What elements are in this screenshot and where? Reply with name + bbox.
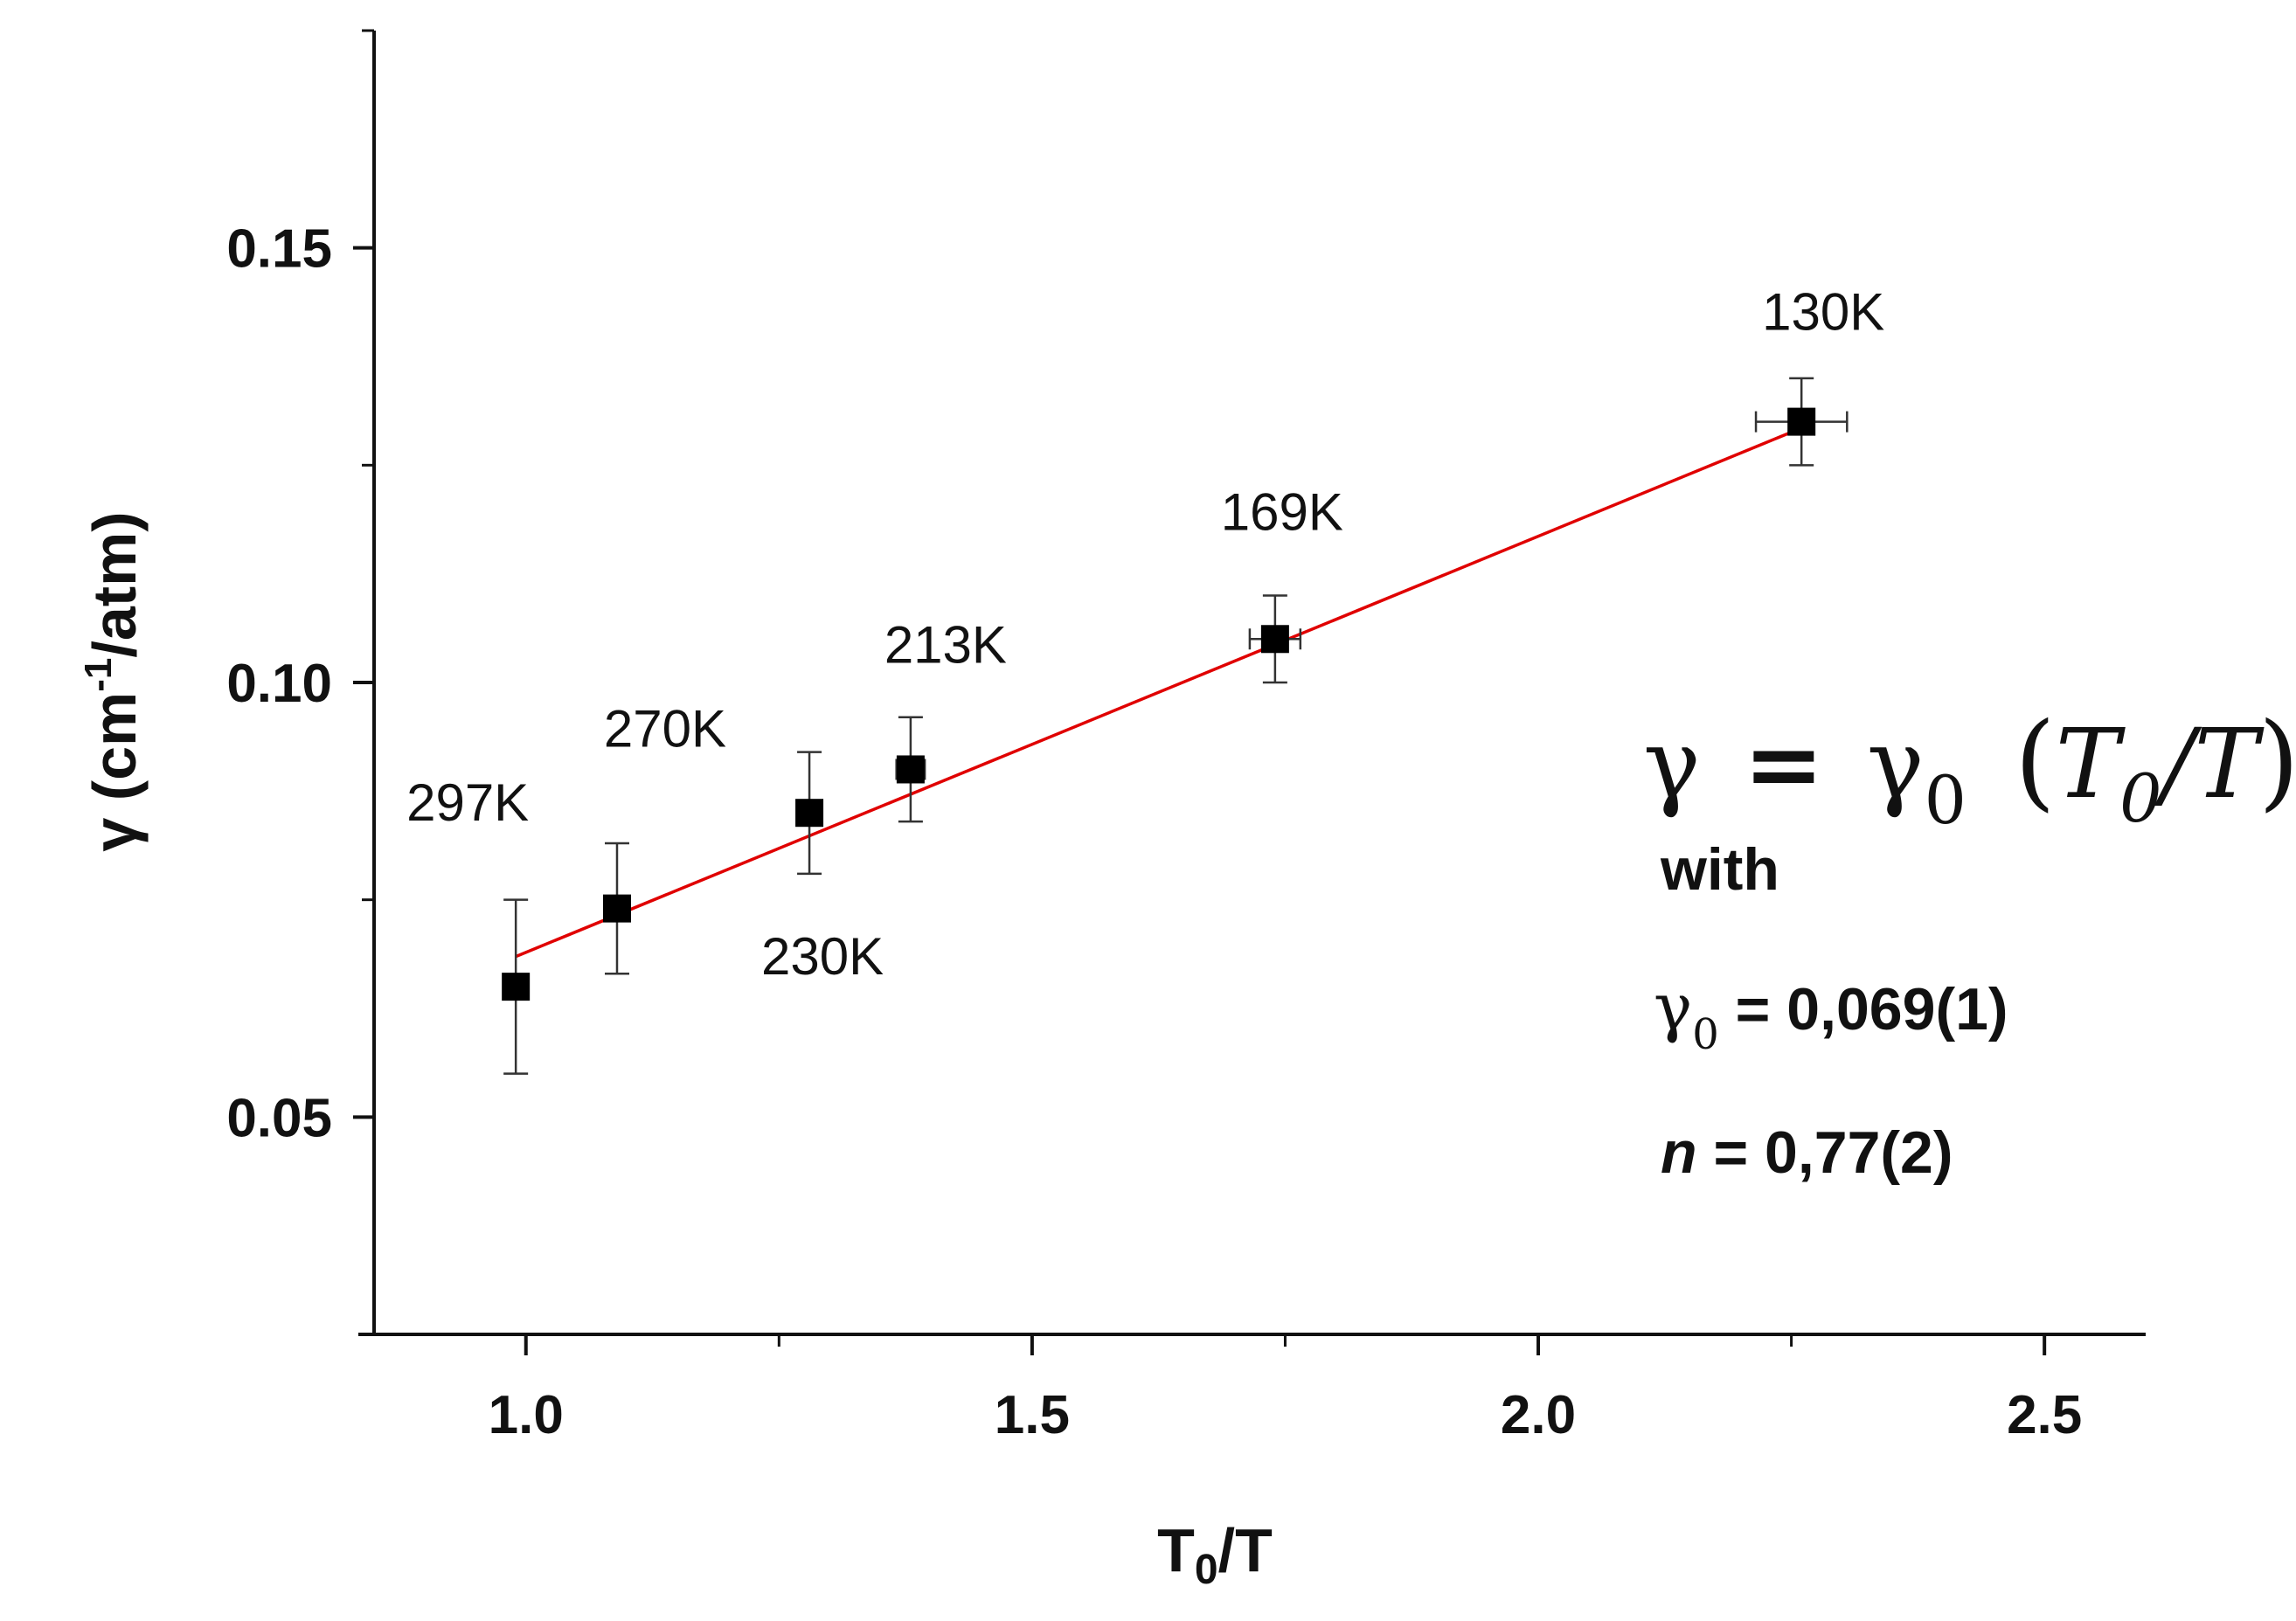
y-tick-label: 0.10 [226, 654, 332, 714]
data-point-label: 130K [1762, 283, 1884, 342]
gamma0-value-sym: γ [1654, 970, 1692, 1045]
y-tick-label: 0.15 [226, 219, 332, 280]
data-point-label: 297K [406, 773, 529, 832]
data-point-marker [602, 894, 631, 923]
data-point-label: 213K [884, 615, 1007, 674]
x-tick-label: 2.5 [2007, 1385, 2082, 1445]
x-axis-title-rest: /T [1218, 1516, 1273, 1584]
n-value-sym: n [1661, 1119, 1697, 1186]
eq-rparen: ) [2258, 701, 2296, 822]
eq-gamma: γ [1643, 708, 1701, 820]
eq-gamma0-sub: 0 [1925, 761, 1967, 839]
gamma0-value: γ0 = 0,069(1) [1654, 970, 2008, 1059]
eq-equals: = [1744, 707, 1824, 820]
x-ticks: 1.0 1.5 2.0 2.5 [489, 1334, 2082, 1445]
x-axis-title-main: T [1157, 1516, 1195, 1584]
y-axis-title-suffix: /atm) [80, 511, 149, 657]
n-value-rest: = 0,77(2) [1697, 1119, 1953, 1186]
y-axis-title: γ (cm-1/atm) [77, 511, 149, 851]
n-value: n = 0,77(2) [1661, 1119, 1953, 1186]
y-ticks: 0.05 0.10 0.15 [226, 29, 374, 1336]
x-axis-title-sub: 0 [1195, 1547, 1218, 1593]
data-point-group: 169K [1221, 482, 1343, 684]
data-point-group: 230K [761, 751, 884, 986]
data-point-marker [1260, 625, 1289, 654]
with-text: with [1660, 836, 1779, 903]
gamma0-value-rest: = 0,069(1) [1719, 976, 2008, 1043]
data-points: 297K 270K 230K 213K 169K 130K [406, 283, 1884, 1075]
data-point-marker [1787, 407, 1816, 436]
data-point-label: 270K [604, 700, 726, 759]
eq-T-sub: 0 [2119, 759, 2161, 837]
eq-T: T [2056, 708, 2126, 820]
eq-slash-T: /T [2154, 708, 2265, 820]
data-point-marker [896, 755, 925, 784]
data-point-marker [795, 799, 824, 828]
data-point-marker [502, 973, 531, 1001]
y-axis-title-sup: -1 [77, 658, 120, 692]
gamma0-value-sub: 0 [1692, 1010, 1719, 1059]
fit-equation: γ = γ0 (T0/T)n [1643, 689, 2296, 846]
data-point-label: 169K [1221, 482, 1343, 541]
eq-lparen: ( [2015, 701, 2056, 822]
y-axis-title-prefix: γ (cm [80, 692, 149, 852]
x-tick-label: 2.0 [1501, 1385, 1576, 1445]
y-tick-label: 0.05 [226, 1088, 332, 1148]
data-point-group: 297K [406, 773, 531, 1075]
data-point-group: 213K [884, 615, 1007, 823]
data-point-group: 270K [602, 700, 726, 975]
data-point-group: 130K [1754, 283, 1884, 467]
x-tick-label: 1.0 [489, 1385, 564, 1445]
fit-line [515, 426, 1802, 959]
x-axis-title: T0/T [1157, 1516, 1273, 1593]
eq-gamma0: γ [1867, 708, 1925, 820]
x-tick-label: 1.5 [995, 1385, 1070, 1445]
data-point-label: 230K [761, 927, 884, 986]
